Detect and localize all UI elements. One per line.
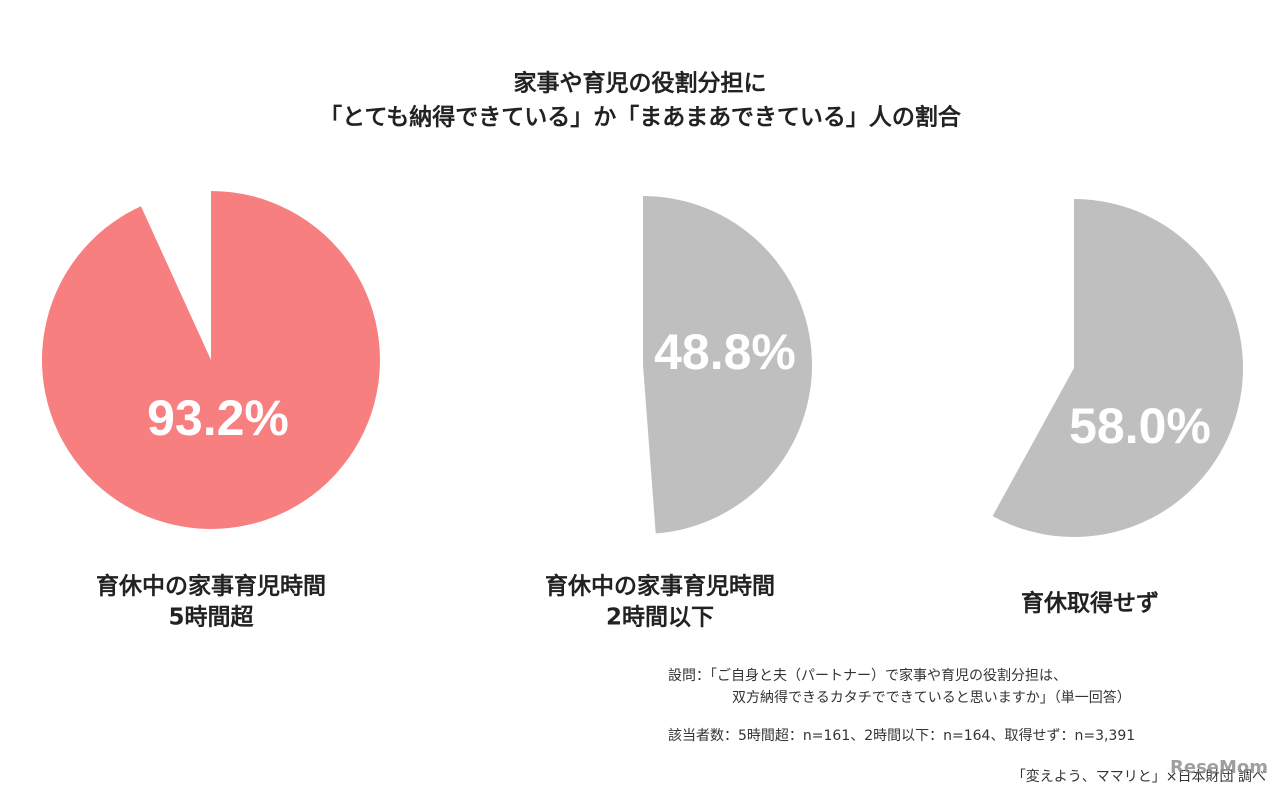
note: 双方納得できるカタチでできていると思いますか」（単一回答） (732, 689, 1131, 706)
category-label: 育休取得せず (1021, 590, 1159, 617)
chart-title: 「とても納得できている」か「まあまあできている」人の割合 (319, 104, 962, 131)
category-label: 5時間超 (168, 605, 254, 631)
source: 「変えよう、ママリと」×日本財団 調べ (1012, 768, 1266, 785)
category-label: 育休中の家事育児時間 (545, 573, 775, 600)
value-label: 48.8% (654, 324, 796, 380)
watermark: ReseMom (1170, 757, 1268, 778)
pie-slice (643, 196, 812, 534)
note: 設問：「ご自身と夫（パートナー）で家事や育児の役割分担は、 (668, 667, 1067, 684)
value-label: 58.0% (1069, 398, 1211, 454)
category-label: 育休中の家事育児時間 (96, 573, 326, 600)
pie-slice (992, 199, 1243, 537)
pie-slice (42, 191, 381, 530)
note: 該当者数：5時間超：n=161、2時間以下：n=164、取得せず：n=3,391 (668, 727, 1135, 744)
category-label: 2時間以下 (606, 605, 714, 631)
chart-title: 家事や育児の役割分担に (514, 70, 767, 97)
value-label: 93.2% (147, 390, 289, 446)
